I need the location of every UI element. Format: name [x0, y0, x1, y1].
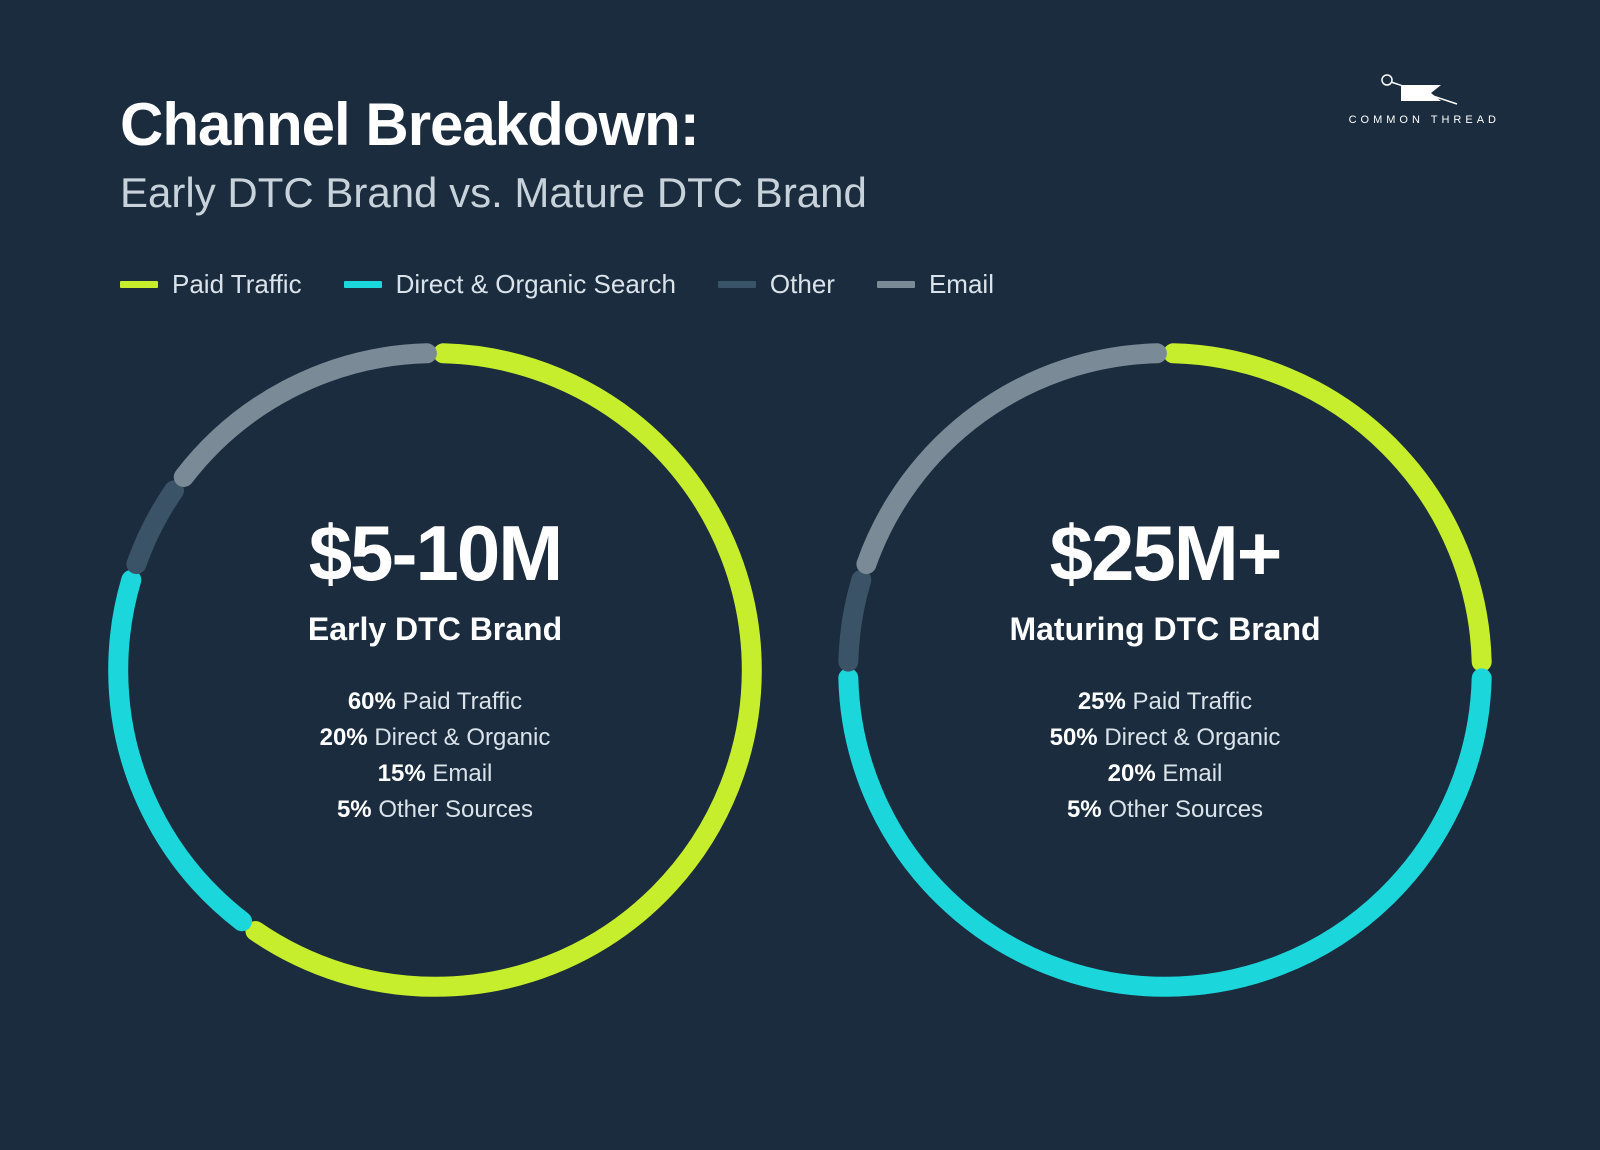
stat-label: Other Sources: [1108, 796, 1263, 823]
stat-line: 20% Direct & Organic: [171, 724, 699, 752]
brand-logo: COMMON THREAD: [1349, 70, 1500, 126]
stat-line: 50% Direct & Organic: [901, 724, 1429, 752]
stat-pct: 25%: [1078, 688, 1133, 715]
legend-label: Email: [929, 269, 994, 300]
stat-label: Direct & Organic: [374, 724, 550, 751]
stat-pct: 5%: [1067, 796, 1108, 823]
stat-line: 60% Paid Traffic: [171, 688, 699, 716]
stat-pct: 5%: [337, 796, 378, 823]
legend-swatch: [718, 281, 756, 288]
flag-icon: [1379, 70, 1469, 110]
stat-label: Paid Traffic: [1133, 688, 1253, 715]
page-subtitle: Early DTC Brand vs. Mature DTC Brand: [120, 169, 1480, 217]
stat-pct: 15%: [378, 760, 433, 787]
legend-label: Direct & Organic Search: [396, 269, 676, 300]
charts-container: $5-10M Early DTC Brand 60% Paid Traffic 20%…: [0, 300, 1600, 1000]
stat-line: 25% Paid Traffic: [901, 688, 1429, 716]
big-value: $5-10M: [171, 508, 699, 599]
stat-line: 5% Other Sources: [901, 796, 1429, 824]
legend-swatch: [120, 281, 158, 288]
legend-swatch: [344, 281, 382, 288]
legend-item: Email: [877, 269, 994, 300]
stat-label: Email: [432, 760, 492, 787]
stat-pct: 20%: [1108, 760, 1163, 787]
stat-line: 20% Email: [901, 760, 1429, 788]
legend-item: Other: [718, 269, 835, 300]
donut-center: $25M+ Maturing DTC Brand 25% Paid Traffic 5…: [901, 508, 1429, 832]
legend-swatch: [877, 281, 915, 288]
legend-item: Paid Traffic: [120, 269, 302, 300]
stat-pct: 50%: [1050, 724, 1105, 751]
logo-text: COMMON THREAD: [1349, 114, 1500, 126]
stat-pct: 20%: [320, 724, 375, 751]
donut-chart: $5-10M Early DTC Brand 60% Paid Traffic 20%…: [105, 340, 765, 1000]
stat-line: 5% Other Sources: [171, 796, 699, 824]
legend: Paid Traffic Direct & Organic Search Other…: [0, 237, 1600, 300]
legend-label: Paid Traffic: [172, 269, 302, 300]
brand-label: Early DTC Brand: [171, 611, 699, 648]
stat-label: Paid Traffic: [403, 688, 523, 715]
legend-label: Other: [770, 269, 835, 300]
donut-center: $5-10M Early DTC Brand 60% Paid Traffic 20%…: [171, 508, 699, 832]
legend-item: Direct & Organic Search: [344, 269, 676, 300]
big-value: $25M+: [901, 508, 1429, 599]
brand-label: Maturing DTC Brand: [901, 611, 1429, 648]
page-title: Channel Breakdown:: [120, 90, 1480, 159]
stat-label: Direct & Organic: [1104, 724, 1280, 751]
donut-chart: $25M+ Maturing DTC Brand 25% Paid Traffic 5…: [835, 340, 1495, 1000]
stat-pct: 60%: [348, 688, 403, 715]
stat-line: 15% Email: [171, 760, 699, 788]
stat-label: Email: [1162, 760, 1222, 787]
stat-label: Other Sources: [378, 796, 533, 823]
